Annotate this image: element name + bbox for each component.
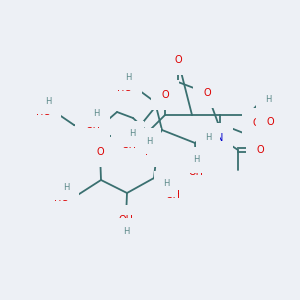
Text: OH: OH — [121, 140, 136, 150]
Text: OH: OH — [85, 120, 100, 130]
Text: O: O — [161, 90, 169, 100]
Text: OH: OH — [134, 147, 149, 157]
Text: H: H — [270, 106, 276, 116]
Text: HO: HO — [117, 83, 132, 93]
Text: O: O — [174, 55, 182, 65]
Text: O: O — [252, 118, 260, 128]
Text: H: H — [265, 95, 271, 104]
Text: H: H — [205, 134, 211, 142]
Text: H: H — [123, 226, 129, 236]
Text: H: H — [146, 136, 152, 146]
Text: OH: OH — [188, 167, 203, 177]
Text: O: O — [96, 147, 104, 157]
Text: O: O — [256, 145, 264, 155]
Text: H: H — [193, 155, 199, 164]
Text: H: H — [94, 110, 100, 118]
Text: HO: HO — [36, 107, 51, 117]
Text: HO: HO — [54, 193, 69, 203]
Text: H: H — [63, 182, 69, 191]
Text: O: O — [266, 117, 274, 127]
Text: O: O — [203, 88, 211, 98]
Text: H: H — [130, 130, 136, 139]
Text: H: H — [126, 73, 132, 82]
Text: OH: OH — [268, 117, 283, 127]
Text: OH: OH — [118, 215, 134, 225]
Text: N: N — [216, 133, 224, 143]
Text: OH: OH — [166, 190, 181, 200]
Text: H: H — [163, 179, 169, 188]
Text: H: H — [45, 97, 51, 106]
